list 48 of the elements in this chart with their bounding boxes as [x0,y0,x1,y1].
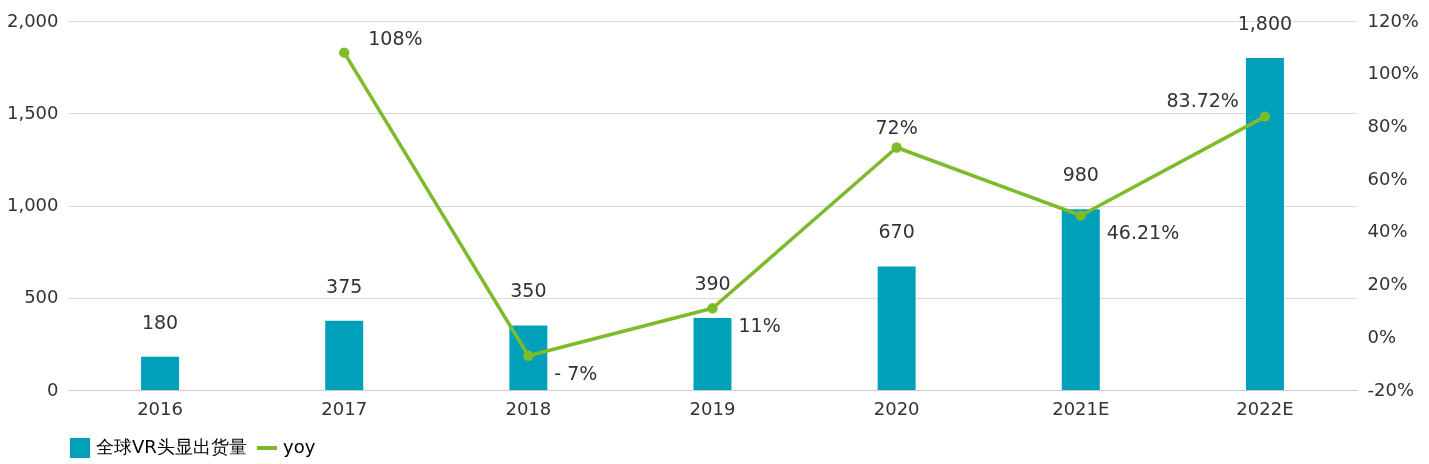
bar [693,318,732,390]
y-tick-label: 1,500 [6,101,59,123]
x-tick-label: 2017 [321,397,368,419]
legend-label: 全球VR头显出货量 [96,436,247,457]
data-label: 375 [326,274,363,297]
data-label: 350 [510,279,547,302]
data-label: - 7% [554,361,598,384]
data-label: 670 [878,220,915,243]
data-label: 72% [875,115,918,138]
x-tick-label: 2021E [1052,397,1110,419]
data-label: 108% [368,26,423,49]
data-label: 390 [694,272,731,295]
bar [141,356,180,390]
x-tick-label: 2020 [873,397,920,419]
data-label: 1,800 [1237,11,1293,34]
y2-tick-label: 0% [1367,325,1397,347]
point [339,47,350,58]
point [707,303,718,314]
y2-tick-label: 40% [1367,220,1408,242]
y2-tick-label: 120% [1367,9,1419,31]
bar [509,325,548,390]
bar [1061,209,1100,390]
bar [325,320,364,390]
y-tick-label: 2,000 [6,9,59,31]
point [1259,111,1271,122]
y2-tick-label: 60% [1367,167,1408,189]
data-label: 83.72% [1166,88,1239,111]
y-tick-label: 0 [47,378,59,400]
x-tick-label: 2016 [137,397,183,419]
legend-label: yoy [283,436,316,457]
data-label: 11% [738,314,781,337]
point [891,142,902,153]
data-label: 180 [141,310,179,333]
y2-tick-label: 80% [1367,114,1408,136]
data-label: 46.21% [1106,221,1180,244]
data-label: 980 [1062,163,1099,186]
y2-tick-label: 100% [1367,62,1419,84]
x-tick-label: 2019 [689,397,736,419]
point [523,350,534,361]
y2-tick-label: -20% [1367,378,1415,400]
y-tick-label: 1,000 [6,194,59,215]
point [1075,210,1086,221]
y-tick-label: 500 [24,286,59,308]
bar [1245,57,1284,390]
x-tick-label: 2022E [1236,397,1294,419]
y2-tick-label: 20% [1367,273,1408,295]
bar [877,266,916,390]
x-tick-label: 2018 [505,397,552,419]
